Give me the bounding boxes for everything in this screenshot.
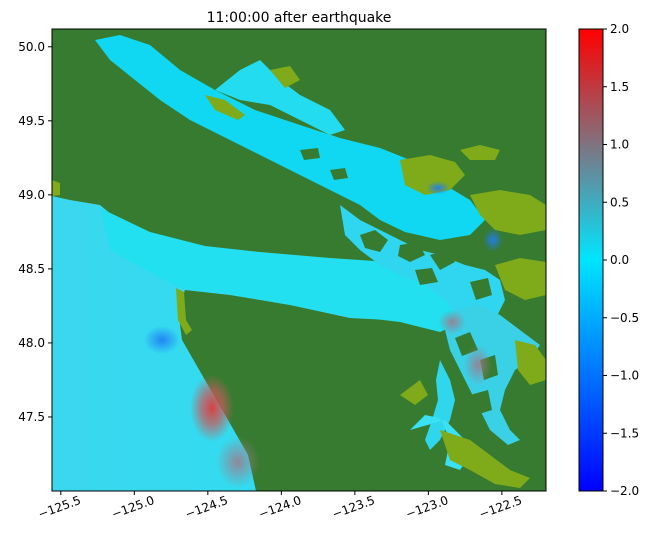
x-tick-label: −124.0	[257, 493, 304, 521]
y-tick-label: 49.0	[18, 188, 45, 202]
colorbar-tick-label: −2.0	[610, 484, 639, 498]
colorbar-tick-label: 2.0	[610, 22, 629, 36]
anomaly-pink-south	[216, 436, 260, 488]
y-tick-label: 49.5	[18, 114, 45, 128]
anomaly-pink-island	[438, 310, 466, 334]
anomaly-blue-fraser	[426, 181, 450, 195]
map-panel	[52, 29, 546, 491]
colorbar-ticks: 2.0 1.5 1.0 0.5 0.0 −0.5 −1.0 −1.5 −2.0	[603, 22, 639, 498]
colorbar: 2.0 1.5 1.0 0.5 0.0 −0.5 −1.0 −1.5 −2.0	[578, 22, 639, 498]
x-tick-label: −124.5	[183, 493, 230, 521]
y-tick-label: 50.0	[18, 40, 45, 54]
anomaly-red-coast	[190, 374, 234, 442]
plot-frame	[51, 28, 547, 492]
anomaly-pink-sound	[464, 345, 492, 385]
colorbar-tick-label: 1.5	[610, 80, 629, 94]
colorbar-tick-label: 0.5	[610, 195, 629, 209]
colorbar-tick-label: −0.5	[610, 311, 639, 325]
colorbar-tick-label: 1.0	[610, 138, 629, 152]
x-tick-label: −125.0	[110, 493, 157, 521]
anomaly-blue-offshore	[144, 326, 180, 354]
x-axis: −125.5 −125.0 −124.5 −124.0 −123.5 −123.0 −122…	[36, 491, 524, 521]
colorbar-tick-label: −1.0	[610, 369, 639, 383]
colorbar-tick-label: 0.0	[610, 253, 629, 267]
colorbar-tick-label: −1.5	[610, 426, 639, 440]
islands	[300, 148, 498, 415]
anomaly-blue-bay	[483, 228, 503, 252]
strait-juan-de-fuca	[100, 208, 470, 332]
x-tick-label: −122.5	[477, 493, 524, 521]
y-tick-label: 48.0	[18, 336, 45, 350]
x-tick-label: −123.5	[330, 493, 377, 521]
x-tick-label: −123.0	[404, 493, 451, 521]
upper-inlet	[215, 60, 345, 135]
y-tick-label: 48.5	[18, 262, 45, 276]
shallow-margins	[52, 66, 546, 488]
strait-of-georgia	[95, 35, 485, 240]
y-axis: 47.5 48.0 48.5 49.0 49.5 50.0	[18, 40, 52, 424]
x-tick-label: −125.5	[36, 493, 83, 521]
hood-canal	[425, 360, 455, 450]
y-tick-label: 47.5	[18, 410, 45, 424]
colorbar-gradient	[578, 28, 604, 492]
chart-title: 11:00:00 after earthquake	[207, 10, 392, 26]
